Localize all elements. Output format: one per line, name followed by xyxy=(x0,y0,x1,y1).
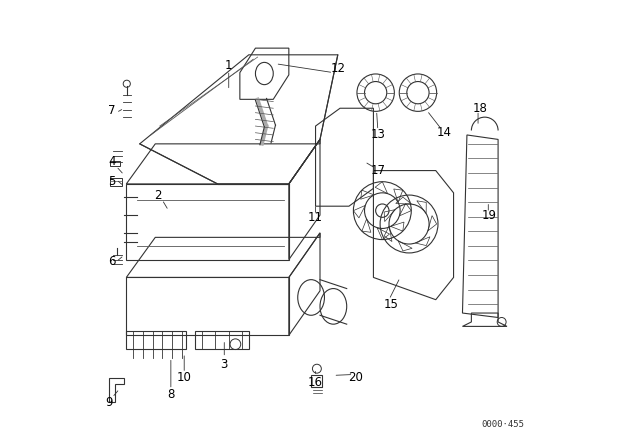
Text: 9: 9 xyxy=(105,396,112,409)
Bar xyxy=(110,161,120,166)
Text: 20: 20 xyxy=(348,371,363,384)
Text: 3: 3 xyxy=(221,358,228,371)
Text: 1: 1 xyxy=(225,60,232,73)
Text: 18: 18 xyxy=(473,102,488,115)
Text: 6: 6 xyxy=(108,255,115,268)
Text: 7: 7 xyxy=(108,104,115,117)
Text: 10: 10 xyxy=(177,371,191,384)
Text: 0000·455: 0000·455 xyxy=(482,420,525,429)
Text: 13: 13 xyxy=(371,129,385,142)
Text: 8: 8 xyxy=(167,388,175,401)
Text: 5: 5 xyxy=(108,175,115,188)
Text: 11: 11 xyxy=(308,211,323,224)
Text: 4: 4 xyxy=(108,155,115,168)
Text: 19: 19 xyxy=(482,209,497,222)
Bar xyxy=(110,178,122,186)
Text: 15: 15 xyxy=(384,297,399,310)
Text: 2: 2 xyxy=(154,189,161,202)
Text: 17: 17 xyxy=(371,164,385,177)
Text: 14: 14 xyxy=(437,126,452,139)
Text: 16: 16 xyxy=(308,375,323,388)
Text: 12: 12 xyxy=(330,62,346,75)
Bar xyxy=(311,375,322,387)
